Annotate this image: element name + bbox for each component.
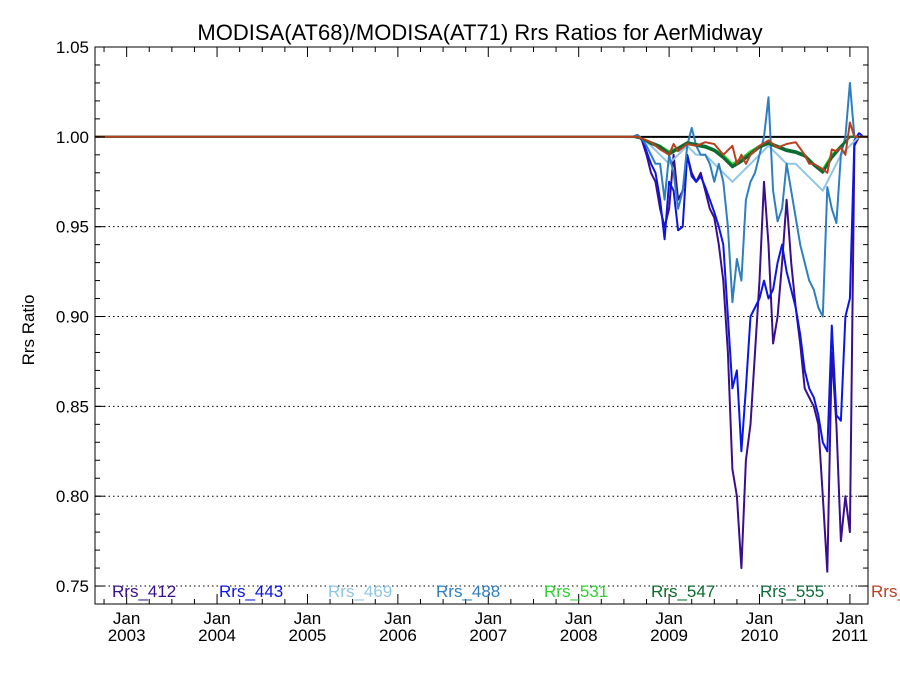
legend-item-rrs_555: Rrs_555 bbox=[760, 582, 824, 601]
x-tick-label-month: Jan bbox=[475, 609, 502, 628]
series-line-rrs_667 bbox=[95, 121, 868, 174]
x-tick-label-year: 2003 bbox=[108, 626, 146, 645]
series-lines bbox=[95, 81, 868, 573]
y-tick-label: 0.95 bbox=[56, 218, 89, 237]
x-tick-label-month: Jan bbox=[836, 609, 863, 628]
series-line-rrs_488 bbox=[95, 81, 868, 318]
plot-border bbox=[94, 46, 869, 605]
x-tick-label-year: 2010 bbox=[741, 626, 779, 645]
legend-item-rrs_531: Rrs_531 bbox=[544, 582, 608, 601]
legend-item-rrs_412: Rrs_412 bbox=[112, 582, 176, 601]
y-tick-label: 1.00 bbox=[56, 128, 89, 147]
x-tick-label-year: 2005 bbox=[289, 626, 327, 645]
series-line-rrs_555 bbox=[95, 135, 868, 172]
x-tick-label-month: Jan bbox=[113, 609, 140, 628]
x-tick-label-month: Jan bbox=[565, 609, 592, 628]
x-tick-label-month: Jan bbox=[384, 609, 411, 628]
chart-title: MODISA(AT68)/MODISA(AT71) Rrs Ratios for… bbox=[197, 20, 762, 45]
legend: Rrs_412 Rrs_443 Rrs_469 Rrs_488 Rrs_531 Rrs_5… bbox=[112, 582, 900, 601]
series-line-rrs_547 bbox=[95, 135, 868, 174]
x-tick-label-year: 2007 bbox=[469, 626, 507, 645]
series-line-rrs_469 bbox=[95, 135, 868, 192]
plot-frame bbox=[94, 46, 869, 605]
x-tick-label-month: Jan bbox=[294, 609, 321, 628]
legend-item-rrs_488: Rrs_488 bbox=[436, 582, 500, 601]
series-line-rrs_443 bbox=[95, 132, 868, 453]
x-tick-label-year: 2011 bbox=[832, 626, 869, 645]
legend-item-rrs_667: Rrs_667 bbox=[871, 582, 900, 601]
y-tick-label: 0.75 bbox=[56, 577, 89, 596]
x-tick-label-year: 2008 bbox=[560, 626, 598, 645]
y-axis-label: Rrs Ratio bbox=[19, 295, 38, 366]
gridlines bbox=[95, 46, 868, 587]
x-tick-label-year: 2006 bbox=[379, 626, 417, 645]
y-axis-ticks: 0.75 0.80 0.85 0.90 0.95 1.00 1.05 bbox=[56, 38, 868, 596]
x-tick-label-year: 2009 bbox=[650, 626, 688, 645]
x-tick-label-month: Jan bbox=[655, 609, 682, 628]
legend-item-rrs_547: Rrs_547 bbox=[651, 582, 715, 601]
x-axis-ticks: Jan2003Jan2004Jan2005Jan2006Jan2007Jan20… bbox=[103, 47, 869, 645]
x-tick-label-month: Jan bbox=[203, 609, 230, 628]
y-tick-label: 1.05 bbox=[56, 38, 89, 57]
y-tick-label: 0.85 bbox=[56, 397, 89, 416]
series-line-rrs_412 bbox=[95, 134, 868, 573]
y-tick-label: 0.80 bbox=[56, 487, 89, 506]
legend-item-rrs_443: Rrs_443 bbox=[219, 582, 283, 601]
x-tick-label-month: Jan bbox=[746, 609, 773, 628]
x-tick-label-year: 2004 bbox=[198, 626, 236, 645]
y-tick-label: 0.90 bbox=[56, 308, 89, 327]
legend-item-rrs_469: Rrs_469 bbox=[328, 582, 392, 601]
